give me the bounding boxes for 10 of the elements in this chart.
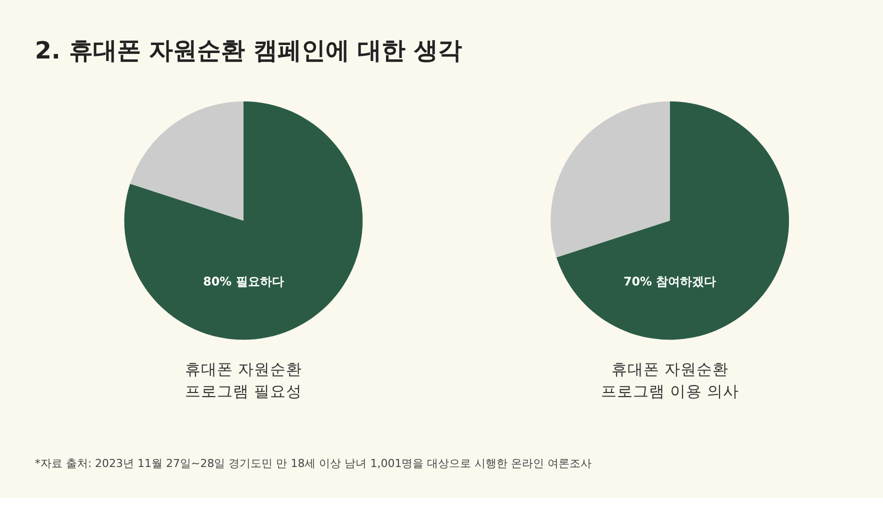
chart-title: 2. 휴대폰 자원순환 캠페인에 대한 생각 — [34, 36, 462, 64]
data-label: 80% 필요하다 — [203, 274, 284, 289]
pie-slice — [124, 101, 363, 340]
data-label: 70% 참여하겠다 — [623, 274, 716, 289]
pie-slice — [550, 101, 670, 258]
text: 휴대폰 자원순환 프로그램 이용 의사 — [600, 360, 739, 401]
text: 휴대폰 자원순환 프로그램 필요성 — [184, 360, 302, 401]
pie-slice — [556, 101, 789, 340]
text: *자료 출처: 2023년 11월 27일~28일 경기도민 만 18세 이상 남녀 1,001명을 대상으로 시행한 온라인 여론조사 — [34, 457, 592, 470]
pie-slice — [130, 101, 244, 221]
